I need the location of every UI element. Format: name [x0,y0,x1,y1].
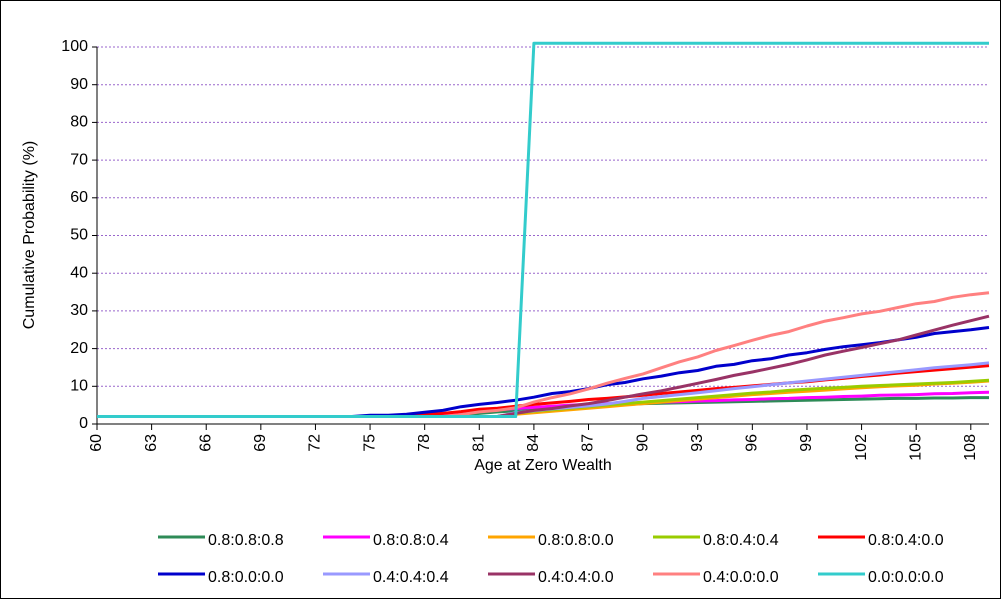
y-tick-label: 40 [70,264,88,281]
x-tick-label: 60 [88,434,105,452]
x-tick-label: 102 [853,434,870,461]
x-tick-label: 75 [361,434,378,452]
x-tick-label: 84 [525,434,542,452]
y-tick-label: 10 [70,378,88,395]
x-tick-label: 69 [252,434,269,452]
legend-label: 0.4:0.4:0.4 [373,569,449,586]
x-tick-label: 66 [197,434,214,452]
y-tick-label: 0 [79,415,88,432]
y-tick-label: 80 [70,114,88,131]
x-tick-label: 99 [798,434,815,452]
y-tick-label: 20 [70,340,88,357]
x-tick-label: 81 [471,434,488,452]
series-line [97,41,989,418]
legend-label: 0.8:0.8:0.8 [208,532,284,549]
x-tick-label: 93 [689,434,706,452]
legend-label: 0.0:0.0:0.0 [868,569,944,586]
legend-label: 0.8:0.0:0.0 [208,569,284,586]
x-tick-label: 87 [580,434,597,452]
y-tick-label: 100 [61,38,88,55]
x-tick-label: 108 [962,434,979,461]
y-tick-label: 60 [70,189,88,206]
x-axis-label: Age at Zero Wealth [474,457,612,474]
legend-label: 0.8:0.4:0.4 [703,532,779,549]
legend-label: 0.8:0.8:0.0 [538,532,614,549]
y-axis-label: Cumulative Probability (%) [21,141,38,330]
legend-label: 0.8:0.8:0.4 [373,532,449,549]
x-tick-label: 96 [744,434,761,452]
y-tick-label: 90 [70,76,88,93]
x-tick-label: 63 [143,434,160,452]
x-tick-label: 90 [634,434,651,452]
x-tick-label: 72 [307,434,324,452]
y-tick-label: 30 [70,302,88,319]
y-tick-label: 50 [70,227,88,244]
legend-label: 0.4:0.0:0.0 [703,569,779,586]
legend-label: 0.4:0.4:0.0 [538,569,614,586]
y-tick-label: 70 [70,151,88,168]
x-tick-label: 105 [907,434,924,461]
x-tick-label: 78 [416,434,433,452]
legend-label: 0.8:0.4:0.0 [868,532,944,549]
